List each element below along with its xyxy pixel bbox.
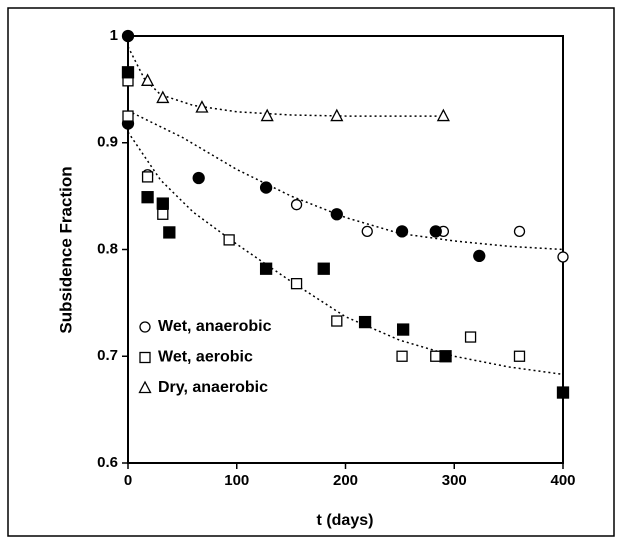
y-tick-label: 0.8 [97,240,118,257]
y-tick-label: 0.9 [97,134,118,151]
point [330,108,344,122]
y-tick-label: 0.6 [97,454,118,471]
point [396,350,408,362]
x-axis-label: t (days) [317,512,374,529]
y-tick-label: 1 [110,27,118,44]
point [141,171,154,183]
solid-point [473,249,486,263]
point [122,110,134,122]
legend-label: Dry, anaerobic [158,379,268,396]
trend-line [127,110,564,251]
legend-marker [139,321,151,333]
x-tick-label: 400 [550,472,575,489]
point [513,225,526,238]
point [361,225,373,238]
x-tick-label: 200 [333,472,358,489]
point [157,208,169,220]
solid-point [163,226,176,239]
point [260,108,274,122]
point [331,315,343,327]
solid-point [141,191,154,204]
solid-point [121,66,135,79]
solid-point [259,181,273,194]
point [430,350,442,362]
y-tick-label: 0.7 [97,347,118,364]
solid-point [358,315,372,329]
y-axis-label: Subsidence Fraction [56,166,75,333]
point [557,251,569,263]
solid-point [259,262,273,275]
legend-marker [139,351,151,364]
point [141,73,155,86]
x-tick-label: 100 [224,472,249,489]
frame [7,7,615,537]
legend-marker [138,380,152,394]
plot-area [127,35,564,464]
solid-point [121,29,135,43]
legend-label: Wet, aerobic [158,349,253,366]
solid-point [156,197,169,210]
trend-line [127,46,444,117]
solid-point [556,386,570,399]
point [290,278,303,290]
point [436,108,450,122]
solid-point [439,350,452,363]
solid-point [395,225,409,238]
point [195,100,209,113]
point [290,199,303,211]
x-tick-label: 300 [442,472,467,489]
legend-label: Wet, anaerobic [158,318,272,335]
point [464,331,477,343]
point [513,350,526,362]
solid-point [429,225,442,238]
x-tick-label: 0 [124,472,132,489]
trend-line [127,131,564,376]
solid-point [317,262,330,275]
point [223,234,235,246]
solid-point [330,208,343,221]
solid-point [396,323,410,336]
point [156,90,170,104]
solid-point [192,171,205,185]
